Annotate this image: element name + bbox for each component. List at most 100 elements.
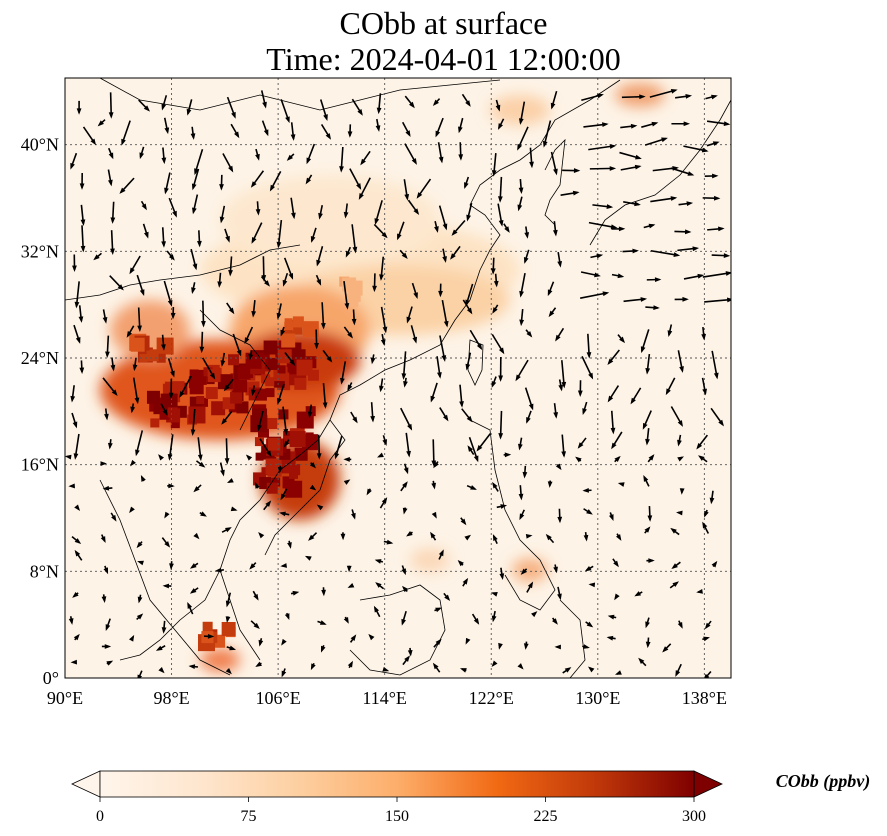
wind-arrow-head [430,531,436,539]
wind-arrow-head [711,560,718,568]
wind-arrow-head [476,445,483,452]
wind-arrow-head [711,94,718,100]
hotspot-cell [296,359,313,376]
wind-arrow-head [137,674,143,678]
wind-arrow-head [126,331,132,338]
wind-arrow-head [162,409,168,417]
wind-arrow-head [405,130,411,137]
wind-arrow-head [645,438,650,446]
wind-arrow-head [316,259,321,267]
wind-arrow-head [161,627,167,634]
wind-arrow-head [518,493,524,501]
wind-arrow-head [662,646,669,653]
wind-arrow-shaft [650,249,679,257]
wind-arrow-head [108,112,114,119]
wind-arrow-head [573,168,581,173]
wind-arrow-head [476,343,483,351]
hotspot-cell [265,388,275,398]
wind-arrow-head [111,514,117,522]
wind-arrow-head [528,403,534,411]
wind-arrow-shaft [579,292,608,299]
wind-arrow-head [169,563,174,570]
wind-arrow-head [139,289,145,297]
wind-arrow-head [498,375,504,382]
wind-arrow-head [696,589,703,594]
wind-arrow-head [108,152,114,160]
hotspot-cell [285,480,303,498]
hotspot-cell [277,349,292,364]
wind-arrow-head [675,670,681,677]
hotspot-cell [254,437,264,447]
wind-arrow-head [572,190,580,196]
wind-arrow-head [464,182,469,190]
wind-arrow-head [249,563,256,570]
wind-arrow-head [276,241,282,249]
wind-arrow-head [491,170,497,177]
wind-arrow-head [403,467,409,475]
wind-arrow-head [645,621,650,629]
wind-arrow-head [164,127,170,135]
wind-arrow-head [262,101,267,109]
wind-arrow-head [168,254,175,261]
wind-arrow-head [254,482,260,489]
graticule [65,78,731,678]
wind-arrow-head [640,297,648,302]
wind-arrow-head [257,424,262,432]
wind-arrow-head [492,307,498,314]
wind-arrow-head [726,297,731,303]
wind-arrow-head [164,511,170,519]
lat-tick-label: 0° [43,668,59,688]
wind-arrow-head [309,462,317,469]
hotspot-cell [160,393,178,411]
wind-arrow-head [161,241,166,248]
wind-arrow-head [255,661,262,667]
wind-arrow-head [119,187,126,194]
wind-arrow-head [323,114,328,121]
wind-arrow-head [431,511,437,519]
wind-arrow-head [555,334,561,342]
wind-arrow-head [130,406,136,414]
wind-arrow-head [129,506,135,514]
wind-arrow-head [465,637,471,645]
wind-arrow-head [308,534,315,541]
lat-tick-label: 8°N [30,561,59,581]
wind-arrow-head [553,412,559,419]
wind-arrow-head [529,161,534,169]
wind-arrow-head [225,235,230,243]
wind-arrow-head [214,567,222,573]
wind-arrow-head [441,355,447,362]
wind-arrow-head [519,513,525,521]
wind-arrow-head [280,563,287,568]
wind-arrow-head [309,484,317,491]
wind-arrow-head [80,245,86,253]
hotspot-cell [189,380,204,395]
wind-arrow-head [465,100,471,107]
wind-arrow-head [547,289,553,297]
hotspot-cell [159,409,170,420]
wind-arrow-head [283,440,290,448]
wind-arrow-head [189,588,197,594]
wind-arrow-head [401,373,407,380]
wind-arrow-head [723,253,731,258]
wind-arrow-head [292,590,300,596]
wind-arrow-head [597,93,604,99]
wind-arrow-head [582,408,587,415]
wind-arrow-head [167,299,173,307]
wind-arrow-head [654,277,662,283]
wind-arrow-head [231,111,236,119]
wind-arrow-head [679,366,684,373]
hotspot-cell [266,417,278,429]
wind-arrow-head [130,459,136,467]
hotspot-cell [273,376,285,388]
wind-arrow-head [607,395,614,403]
wind-arrow-head [347,331,353,339]
wind-arrow-head [632,248,639,254]
wind-arrow-head [258,532,265,539]
wind-arrow-head [517,143,523,151]
wind-arrow-head [672,581,679,588]
hotspot-cell [254,388,267,401]
wind-arrow-head [401,568,406,576]
wind-arrow-head [438,290,443,298]
wind-arrow-head [670,527,677,534]
